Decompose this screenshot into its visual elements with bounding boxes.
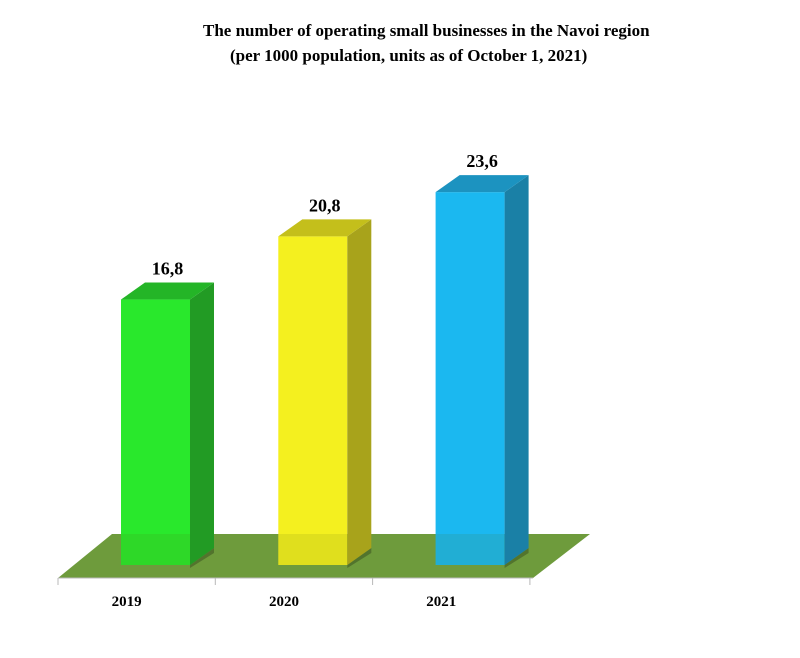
bar-front xyxy=(435,192,505,565)
chart-title: The number of operating small businesses… xyxy=(203,21,650,40)
data-label: 16,8 xyxy=(152,259,184,279)
bar-2019 xyxy=(121,282,214,568)
bar-side xyxy=(190,282,214,565)
bar-shadow xyxy=(190,548,214,568)
bar-side xyxy=(347,219,372,566)
x-tick-label: 2019 xyxy=(112,594,142,610)
bar-floor-tint xyxy=(121,534,190,565)
bar-2021 xyxy=(435,175,529,568)
bar-shadow xyxy=(504,548,529,568)
bar-side xyxy=(504,175,529,565)
bar-top xyxy=(435,175,529,193)
bar-front xyxy=(278,236,348,566)
data-label: 23,6 xyxy=(466,151,498,171)
bar-2020 xyxy=(278,219,372,568)
bar-shadow xyxy=(347,548,372,568)
bar-top xyxy=(278,219,372,237)
bar-top xyxy=(121,282,214,300)
bar-floor-tint xyxy=(278,534,348,565)
data-label: 20,8 xyxy=(309,195,341,215)
bar-front xyxy=(121,299,190,565)
bar-floor-tint xyxy=(435,534,505,565)
chart-subtitle: (per 1000 population, units as of Octobe… xyxy=(230,46,588,65)
x-tick-label: 2021 xyxy=(426,594,456,610)
x-tick-label: 2020 xyxy=(269,594,299,610)
